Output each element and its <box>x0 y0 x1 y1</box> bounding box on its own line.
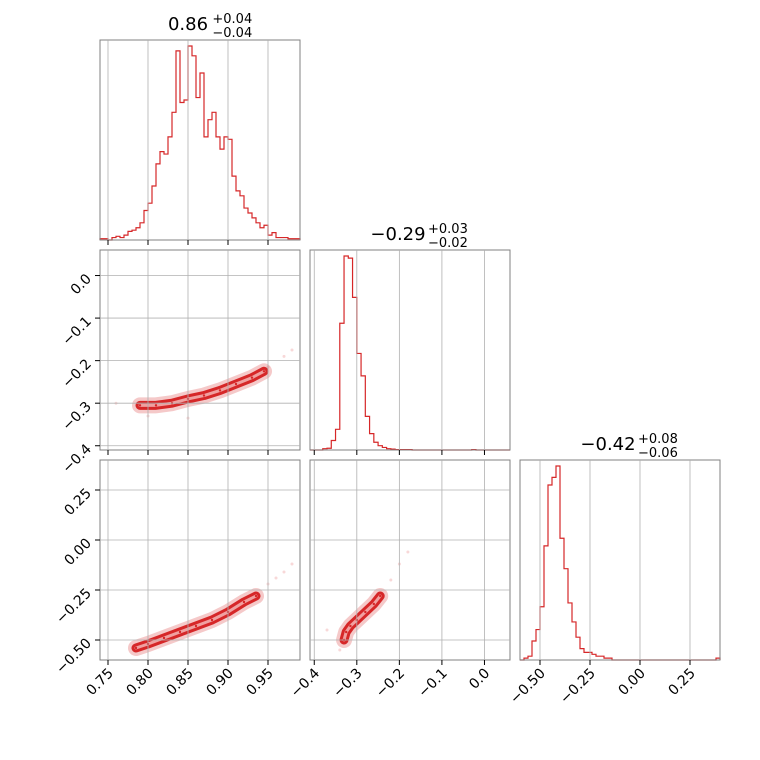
sample-point <box>274 576 278 580</box>
panel-title-median: 0.86 <box>168 14 208 35</box>
panel-title-minus: −0.06 <box>638 446 678 461</box>
sample-point <box>218 389 222 392</box>
panel-title-plus: +0.04 <box>212 12 252 27</box>
sample-point <box>178 630 182 634</box>
scatter-panel-2 <box>99 459 301 661</box>
y-tick-label: 0.25 <box>61 486 94 519</box>
sample-point <box>344 630 348 634</box>
sample-point <box>290 562 294 566</box>
sample-point <box>379 594 382 598</box>
sample-point <box>194 624 198 628</box>
sample-point <box>242 600 246 604</box>
panel-title-median: −0.42 <box>580 434 635 455</box>
panel-title-plus: +0.03 <box>428 222 468 237</box>
y-tick-label: −0.1 <box>59 314 94 349</box>
histogram-step <box>310 255 510 451</box>
sample-point <box>349 624 352 628</box>
sample-point <box>389 578 393 582</box>
x-tick-label: 0.85 <box>163 666 196 699</box>
y-tick-label: −0.50 <box>53 636 95 678</box>
x-tick-label: 0.90 <box>203 666 236 699</box>
sample-point <box>138 404 142 407</box>
histogram-step <box>99 45 301 241</box>
hist-panel-3 <box>519 459 721 661</box>
sample-point <box>406 550 410 554</box>
y-tick-label: 0.0 <box>68 271 95 298</box>
y-tick-label: −0.3 <box>59 399 94 434</box>
x-tick-label: 0.25 <box>665 666 698 699</box>
panel-frame <box>309 459 511 661</box>
sample-point <box>282 570 286 574</box>
sample-point <box>234 382 238 386</box>
sample-point <box>202 394 206 397</box>
sample-point <box>372 602 376 606</box>
scatter-panel-1 <box>99 249 301 451</box>
y-tick-label: 0.00 <box>61 536 94 569</box>
panel-title-median: −0.29 <box>370 224 425 245</box>
hist-panel-1 <box>99 39 301 241</box>
sample-point <box>364 610 367 614</box>
y-tick-label: −0.4 <box>59 441 94 476</box>
sample-point <box>162 636 166 640</box>
x-tick-label: −0.4 <box>288 665 323 700</box>
panel-frame <box>519 459 721 661</box>
panel-title-minus: −0.04 <box>212 26 252 41</box>
x-tick-label: 0.95 <box>243 666 276 699</box>
x-tick-label: −0.1 <box>415 666 450 701</box>
panel-frame <box>99 249 301 451</box>
hist-panel-2 <box>309 249 511 451</box>
sample-point <box>262 370 266 373</box>
x-tick-label: −0.3 <box>330 666 365 701</box>
sample-point <box>290 348 294 352</box>
sample-point <box>134 646 138 650</box>
x-tick-label: 0.75 <box>83 666 116 699</box>
sample-point <box>325 628 329 632</box>
sample-point <box>338 648 342 652</box>
panel-frame <box>99 39 301 241</box>
x-tick-label: −0.25 <box>557 666 599 708</box>
x-tick-label: −0.2 <box>373 666 408 701</box>
y-tick-label: −0.2 <box>59 356 94 391</box>
x-tick-label: 0.00 <box>615 666 648 699</box>
panel-frame <box>309 249 511 451</box>
sample-point <box>250 376 254 379</box>
panel-frame <box>99 459 301 661</box>
x-tick-label: 0.80 <box>123 666 156 699</box>
panel-title-plus: +0.08 <box>638 432 678 447</box>
y-tick-label: −0.25 <box>53 586 95 628</box>
sample-point <box>210 618 214 622</box>
x-tick-label: 0.0 <box>466 666 493 693</box>
sample-point <box>254 594 258 598</box>
sample-point <box>154 404 158 407</box>
x-tick-label: −0.50 <box>507 666 549 708</box>
panel-title-minus: −0.02 <box>428 236 468 251</box>
sample-point <box>282 354 286 358</box>
